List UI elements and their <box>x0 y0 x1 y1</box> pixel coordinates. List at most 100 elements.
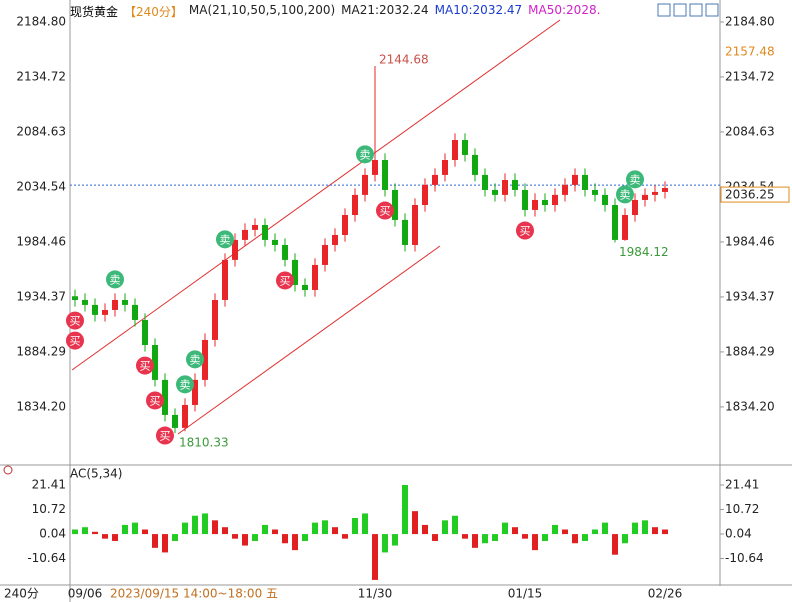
ac-bar <box>202 513 208 535</box>
signal-badge <box>66 331 84 350</box>
ac-bar <box>472 534 478 548</box>
ac-bar <box>532 534 538 551</box>
candle-body <box>552 194 558 206</box>
signal-label: 卖 <box>630 173 641 186</box>
y-tick-label-left: 2134.72 <box>16 69 66 83</box>
candle-body <box>142 319 148 345</box>
ac-bar <box>362 513 368 535</box>
period[interactable]: 【240分】 <box>124 5 183 19</box>
ac-bar <box>492 534 498 541</box>
footer-period[interactable]: 240分 <box>4 587 39 601</box>
candle-body <box>532 199 538 210</box>
ac-bar <box>432 534 438 541</box>
candle-body <box>522 189 528 210</box>
ac-bar <box>412 511 418 535</box>
x-tick-label: 09/06 <box>68 587 103 601</box>
x-tick-label: 11/30 <box>358 587 393 601</box>
candle-body <box>382 159 388 190</box>
y-tick-label-left: 1934.37 <box>16 289 66 303</box>
ac-bar <box>282 534 288 544</box>
candle-body <box>602 194 608 206</box>
candle-body <box>202 339 208 380</box>
ac-bar <box>112 534 118 541</box>
ac-bar <box>382 534 388 553</box>
icon[interactable] <box>673 3 687 17</box>
header: 现货黄金 【240分】 MA(21,10,50,5,100,200) MA21:2… <box>70 3 600 20</box>
y-tick-label-left: 1984.46 <box>16 234 66 248</box>
y-tick-label-right: 0.04 <box>725 526 752 540</box>
ac-bar <box>462 534 468 539</box>
ac-bar <box>152 534 158 548</box>
signal-label: 买 <box>380 205 391 218</box>
y-tick-label-left: 2034.54 <box>16 179 66 193</box>
y-tick-label-right: 1834.20 <box>725 399 775 413</box>
candle-body <box>132 304 138 320</box>
ac-bar <box>142 529 148 535</box>
candle-body <box>262 224 268 240</box>
ac-bar <box>622 534 628 544</box>
signal-label: 卖 <box>620 188 631 201</box>
ac-bar <box>552 524 558 535</box>
signal-badge <box>626 170 644 189</box>
candle-body <box>232 239 238 260</box>
toolbar-icons <box>657 3 719 17</box>
ac-bar <box>592 529 598 535</box>
ac-bar <box>272 529 278 535</box>
signal-label: 买 <box>70 335 81 348</box>
last-price-box <box>720 186 790 203</box>
icon[interactable] <box>657 3 671 17</box>
ac-bar <box>442 520 448 535</box>
ac-bar <box>422 524 428 535</box>
candle-body <box>542 199 548 206</box>
candle-body <box>432 174 438 185</box>
ac-bar <box>542 534 548 541</box>
candle-body <box>462 140 468 155</box>
indicator: MA10:2032.47 <box>434 3 523 17</box>
indicator: MA21:2032.24 <box>341 3 429 17</box>
ac-bar <box>162 534 168 553</box>
candle-body <box>252 224 258 230</box>
ac-bar <box>652 527 658 535</box>
icon[interactable] <box>689 3 703 17</box>
settings-icon[interactable] <box>3 465 13 475</box>
candle-body <box>352 194 358 215</box>
indicator-title: AC(5,34) <box>70 467 122 481</box>
signal-badge <box>66 311 84 330</box>
ac-bar <box>92 531 98 535</box>
candle-body <box>662 187 668 192</box>
candle-body <box>92 304 98 315</box>
candle-body <box>302 284 308 290</box>
ac-bar <box>632 522 638 535</box>
candle-body <box>472 154 478 175</box>
candle-body <box>512 179 518 190</box>
channel-lower <box>177 245 441 435</box>
candle-body <box>82 299 88 305</box>
ac-bar <box>322 520 328 535</box>
y-tick-label-right: 21.41 <box>725 477 759 491</box>
cursor-label: 2023/09/15 14:00~18:00 五 <box>110 587 278 601</box>
signal-label: 卖 <box>110 273 121 286</box>
ac-bar <box>372 534 378 580</box>
signal-label: 卖 <box>190 353 201 366</box>
candle-body <box>612 205 618 240</box>
signal-badge <box>146 391 164 410</box>
icon[interactable] <box>705 3 719 17</box>
ac-bar <box>482 534 488 544</box>
y-tick-label-left: -10.64 <box>27 551 66 565</box>
candle-body <box>342 214 348 235</box>
candle-body <box>442 159 448 175</box>
candle-body <box>622 214 628 240</box>
signal-badge <box>376 201 394 220</box>
signal-badge <box>156 426 174 445</box>
ac-bar <box>192 515 198 535</box>
symbol: 现货黄金 <box>70 5 119 19</box>
signal-label: 卖 <box>180 378 191 391</box>
ac-bar <box>602 522 608 535</box>
ac-bar <box>562 529 568 535</box>
ac-bar <box>222 527 228 535</box>
candle-body <box>402 219 408 245</box>
candle-body <box>452 140 458 160</box>
ac-bar <box>82 527 88 535</box>
candle-body <box>412 205 418 245</box>
